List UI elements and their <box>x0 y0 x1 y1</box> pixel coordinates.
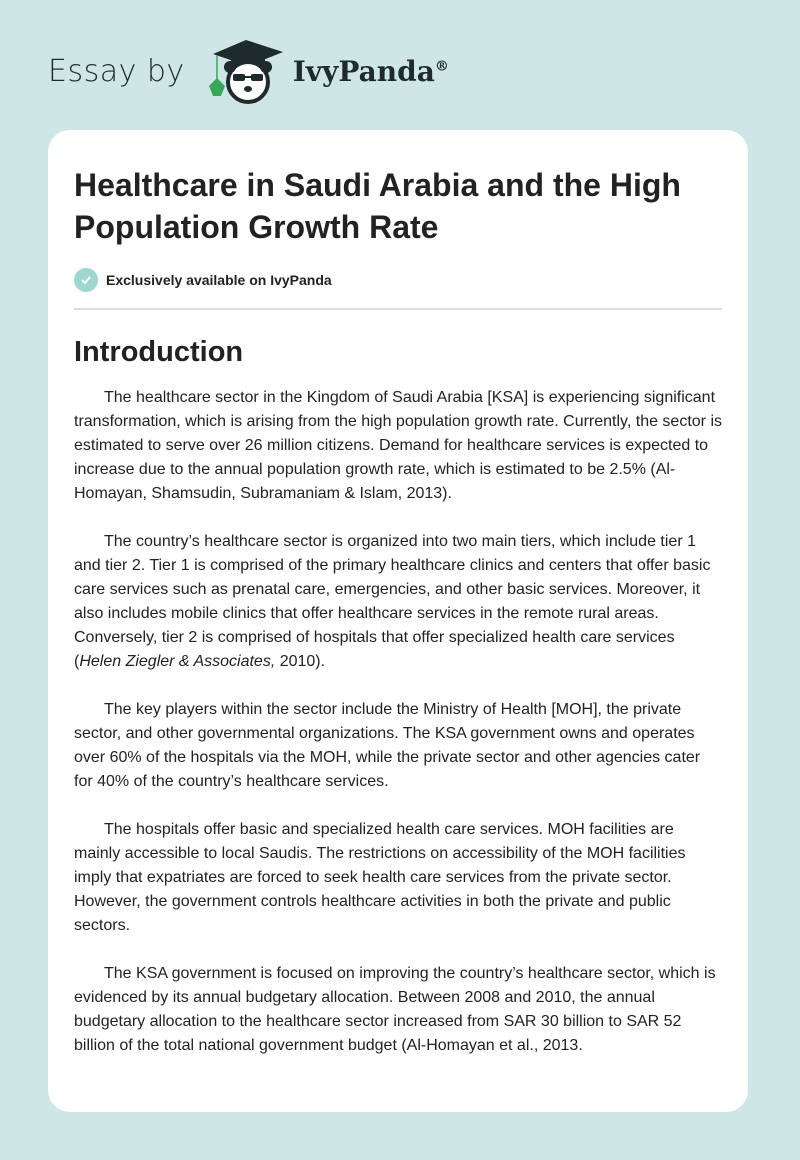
citation-italic: Helen Ziegler & Associates, <box>79 653 276 670</box>
paragraph: The country’s healthcare sector is organ… <box>74 530 722 674</box>
exclusive-badge: Exclusively available on IvyPanda <box>74 268 722 292</box>
paragraph: The hospitals offer basic and specialize… <box>74 818 722 938</box>
site-header: Essay by IvyPanda® <box>48 36 449 106</box>
brand-name[interactable]: IvyPanda® <box>293 55 449 88</box>
panda-graduate-logo-icon[interactable] <box>203 36 289 106</box>
paragraph-text: The hospitals offer basic and specialize… <box>74 821 686 934</box>
paragraph-text: The key players within the sector includ… <box>74 701 701 790</box>
check-icon <box>74 268 98 292</box>
paragraph-text: The KSA government is focused on improvi… <box>74 965 716 1054</box>
brand-text: IvyPanda <box>292 54 435 88</box>
paragraph-text: The country’s healthcare sector is organ… <box>74 533 711 670</box>
essay-title: Healthcare in Saudi Arabia and the High … <box>74 167 681 245</box>
paragraph-text: 2010). <box>275 653 326 670</box>
paragraph: The key players within the sector includ… <box>74 698 722 794</box>
registered-mark: ® <box>434 58 449 75</box>
paragraph-text: The healthcare sector in the Kingdom of … <box>74 389 722 502</box>
section-heading: Introduction <box>74 336 244 368</box>
badge-text: Exclusively available on IvyPanda <box>106 272 332 288</box>
essay-by-label: Essay by <box>48 53 185 89</box>
essay-card: Healthcare in Saudi Arabia and the High … <box>48 130 748 1112</box>
paragraph: The KSA government is focused on improvi… <box>74 962 722 1058</box>
paragraph: The healthcare sector in the Kingdom of … <box>74 386 722 506</box>
divider <box>74 308 722 310</box>
